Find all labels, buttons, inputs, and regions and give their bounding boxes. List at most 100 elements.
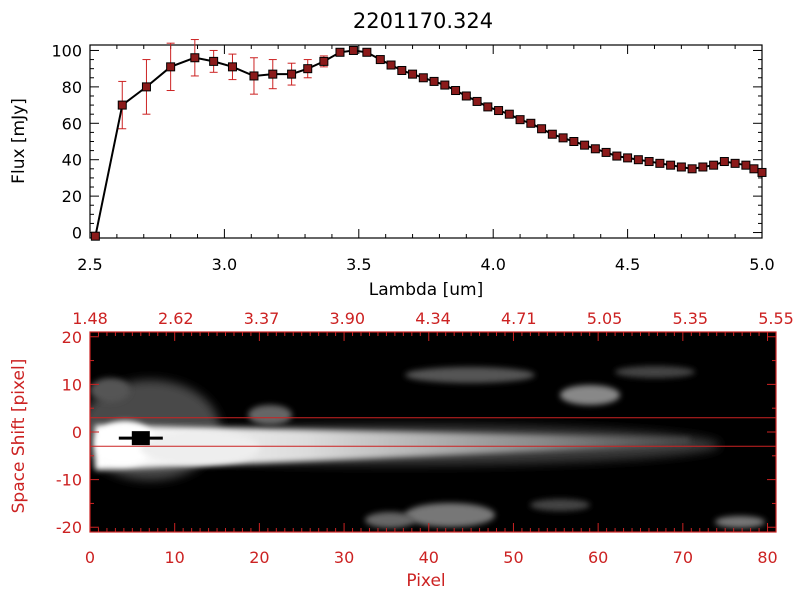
data-point: [644, 157, 654, 167]
data-point: [633, 155, 643, 165]
x-tick-label: 10: [165, 548, 185, 567]
spectral-image-panel: 0 10 20 30 40 50 60 70 80 1.48 2.62 3.37 3.90 4.34 4.…: [9, 309, 794, 591]
x-tick-label: 5.0: [749, 255, 774, 274]
image-y-tick-labels: -20 -10 0 10 20: [56, 328, 82, 537]
data-point: [698, 162, 708, 172]
y-tick-label: 20: [62, 328, 82, 347]
x-tick-label: 3.5: [346, 255, 371, 274]
spectrum-markers: [90, 45, 767, 241]
data-point: [249, 71, 259, 81]
x-tick-label: 20: [249, 548, 269, 567]
wavelength-tick-label: 1.48: [72, 309, 108, 328]
data-point: [141, 82, 151, 92]
spectrum-y-tick-labels: 0 20 40 60 80 100: [51, 41, 82, 242]
wavelength-tick-label: 4.34: [415, 309, 451, 328]
spectrum-x-axis-label: Lambda [um]: [369, 280, 483, 300]
spectrum-x-tick-labels: 2.5 3.0 3.5 4.0 4.5 5.0: [77, 255, 774, 274]
data-point: [268, 69, 278, 79]
data-point: [408, 69, 418, 79]
y-tick-label: 10: [62, 375, 82, 394]
data-point: [362, 47, 372, 57]
data-point: [483, 102, 493, 112]
y-tick-label: 0: [72, 224, 82, 243]
data-point: [287, 69, 297, 79]
data-point: [558, 133, 568, 143]
image-x-tick-labels: 0 10 20 30 40 50 60 70 80: [85, 548, 778, 567]
data-point: [623, 153, 633, 163]
data-point: [90, 231, 100, 241]
data-point: [526, 118, 536, 128]
x-tick-label: 3.0: [212, 255, 237, 274]
data-point: [397, 65, 407, 75]
image-wavelength-tick-labels: 1.48 2.62 3.37 3.90 4.34 4.71 5.05 5.35 5.55: [72, 309, 794, 328]
data-point: [461, 91, 471, 101]
data-point: [580, 140, 590, 150]
x-tick-label: 70: [673, 548, 693, 567]
spectrum-panel: 2201170.324 2.5 3.0 3.5 4.0 4.5 5.0 0 20 40 60 80…: [9, 9, 775, 300]
wavelength-tick-label: 4.71: [501, 309, 537, 328]
y-tick-label: 60: [62, 114, 82, 133]
data-point: [547, 129, 557, 139]
y-tick-label: 0: [72, 423, 82, 442]
image-tick-marks: [89, 332, 777, 532]
wavelength-tick-label: 5.55: [758, 309, 794, 328]
data-point: [440, 80, 450, 90]
data-point: [601, 147, 611, 157]
chart-title: 2201170.324: [353, 9, 493, 33]
x-tick-label: 30: [334, 548, 354, 567]
y-tick-label: 100: [51, 41, 82, 60]
data-point: [375, 55, 385, 65]
wavelength-tick-label: 2.62: [158, 309, 194, 328]
data-point: [227, 62, 237, 72]
source-position-marker: [118, 431, 163, 446]
y-tick-label: 80: [62, 78, 82, 97]
spectrum-y-axis-label: Flux [mJy]: [9, 98, 29, 184]
data-point: [749, 164, 759, 174]
data-point: [537, 124, 547, 134]
y-tick-label: 40: [62, 151, 82, 170]
data-point: [418, 73, 428, 83]
data-point: [335, 47, 345, 57]
wavelength-tick-label: 3.37: [244, 309, 280, 328]
data-point: [719, 157, 729, 167]
data-point: [757, 167, 767, 177]
spectral-image: [90, 366, 765, 528]
data-point: [451, 86, 461, 96]
image-x-axis-label: Pixel: [406, 571, 445, 591]
data-point: [472, 96, 482, 106]
image-y-axis-label: Space Shift [pixel]: [9, 359, 29, 514]
data-point: [730, 158, 740, 168]
wavelength-tick-label: 3.90: [329, 309, 365, 328]
data-point: [741, 160, 751, 170]
data-point: [303, 64, 313, 74]
data-point: [612, 151, 622, 161]
data-point: [429, 76, 439, 86]
spectrum-tick-marks: [89, 45, 763, 238]
x-tick-label: 50: [503, 548, 523, 567]
data-point: [386, 60, 396, 70]
x-tick-label: 2.5: [77, 255, 102, 274]
x-tick-label: 4.0: [480, 255, 505, 274]
wavelength-tick-label: 5.35: [672, 309, 708, 328]
x-tick-label: 4.5: [615, 255, 640, 274]
data-point: [569, 137, 579, 146]
y-tick-label: -10: [56, 471, 82, 490]
x-tick-label: 80: [757, 548, 777, 567]
data-point: [166, 62, 176, 72]
x-tick-label: 0: [85, 548, 95, 567]
wavelength-tick-label: 5.05: [587, 309, 623, 328]
data-point: [655, 158, 665, 168]
data-point: [348, 45, 358, 55]
data-point: [709, 160, 719, 170]
y-tick-label: -20: [56, 518, 82, 537]
data-point: [494, 106, 504, 116]
data-point: [590, 144, 600, 154]
data-point: [117, 100, 127, 110]
data-point: [319, 56, 329, 66]
y-tick-label: 20: [62, 187, 82, 206]
error-bars: [118, 39, 358, 130]
data-point: [190, 53, 200, 63]
x-tick-label: 40: [419, 548, 439, 567]
